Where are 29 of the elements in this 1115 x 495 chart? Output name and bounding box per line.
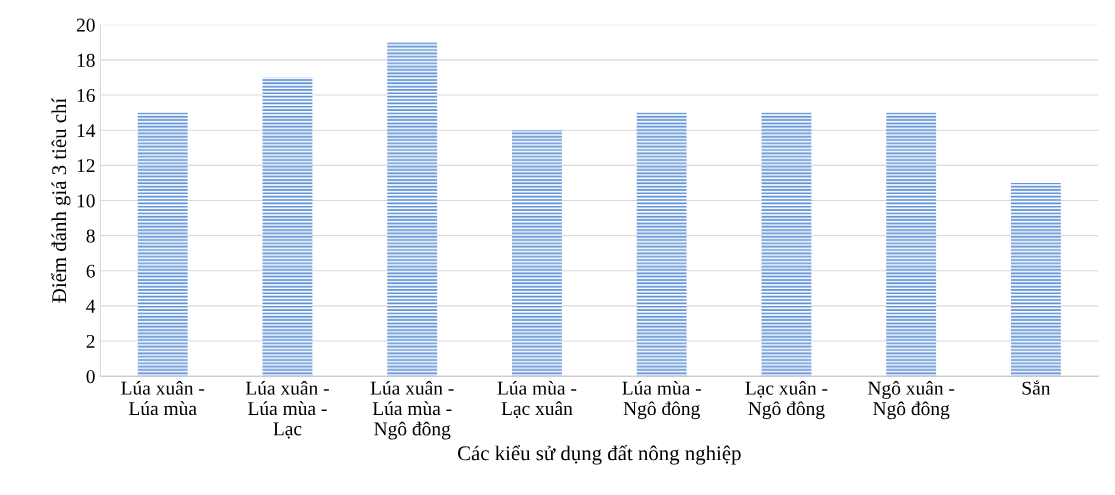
- y-tick-label: 16: [77, 88, 95, 102]
- x-tick-label: Lúa mùa - Lạc xuân: [497, 381, 577, 419]
- bar: [636, 112, 687, 377]
- x-tick-label: Ngô xuân - Ngô đông: [867, 381, 955, 420]
- x-axis-title: Các kiểu sử dụng đất nông nghiệp: [457, 445, 741, 465]
- x-tick-label: Lúa xuân - Lúa mùa: [121, 381, 205, 416]
- y-tick-label: 18: [77, 53, 95, 67]
- y-tick-label: 20: [76, 18, 95, 32]
- bar: [137, 112, 188, 377]
- bar: [886, 112, 937, 377]
- y-tick-label: 8: [86, 229, 95, 243]
- bar: [262, 77, 313, 377]
- bar: [511, 130, 562, 377]
- y-tick-label: 12: [77, 159, 95, 173]
- y-tick-label: 0: [86, 370, 95, 384]
- x-tick-label: Lạc xuân - Ngô đông: [745, 381, 828, 420]
- y-tick-label: 4: [86, 299, 96, 313]
- bar: [761, 112, 812, 377]
- y-tick-label: 6: [86, 264, 95, 278]
- y-tick-label: 10: [77, 194, 95, 208]
- y-tick-label: 14: [77, 124, 96, 137]
- bar: [1010, 182, 1061, 377]
- y-axis-title: Điểm đánh giá 3 tiêu chí: [50, 98, 71, 303]
- bar: [387, 42, 438, 377]
- x-tick-label: Lúa xuân - Lúa mùa - Lạc: [245, 381, 329, 439]
- y-tick-label: 2: [86, 334, 95, 348]
- x-tick-label: Lúa mùa - Ngô đông: [622, 381, 701, 420]
- x-tick-label: Lúa xuân - Lúa mùa - Ngô đông: [370, 381, 454, 440]
- x-tick-label: Sắn: [1022, 380, 1051, 395]
